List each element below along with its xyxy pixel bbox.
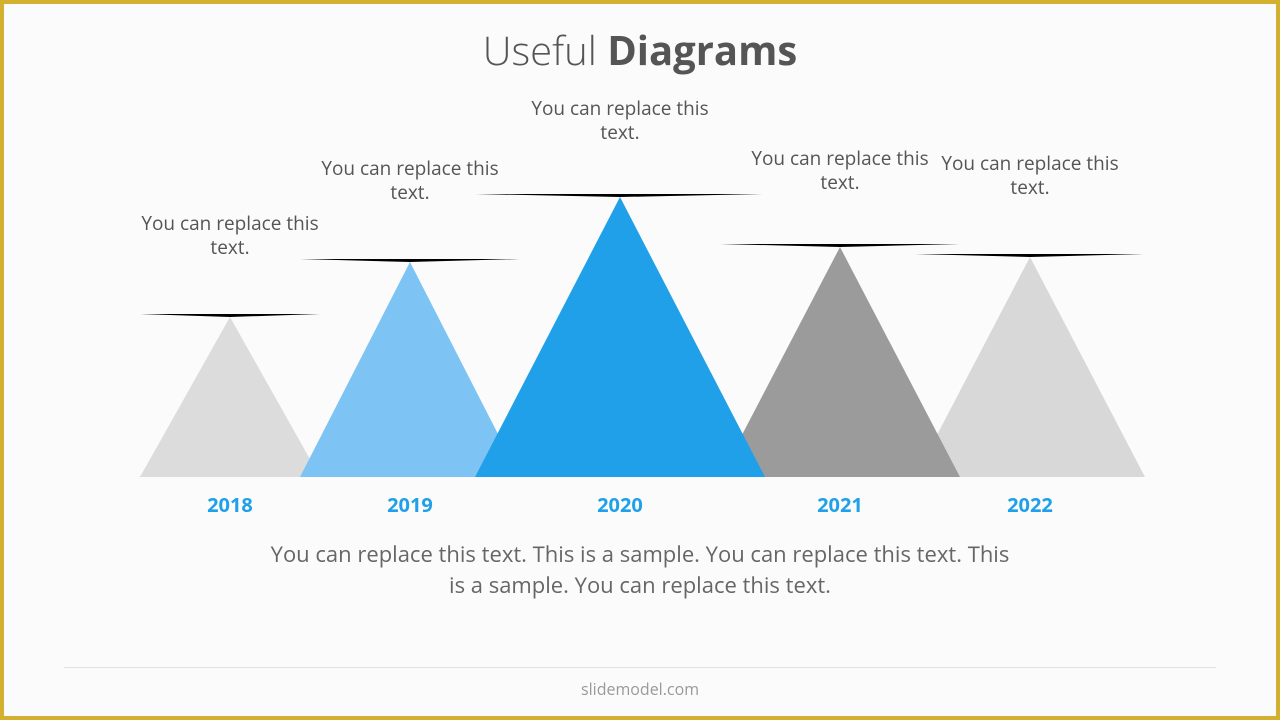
triangle-caption-2020: You can replace this text. xyxy=(530,97,710,145)
year-label-2018: 2018 xyxy=(190,491,270,518)
triangle-caption-2018: You can replace this text. xyxy=(140,212,320,260)
year-label-2020: 2020 xyxy=(580,491,660,518)
triangle-caption-2019: You can replace this text. xyxy=(320,157,500,205)
triangle-2020 xyxy=(475,194,765,477)
triangle-2018 xyxy=(140,314,320,477)
description-text: You can replace this text. This is a sam… xyxy=(260,539,1020,601)
slide-title: Useful Diagrams xyxy=(4,22,1276,77)
triangle-caption-2021: You can replace this text. xyxy=(750,147,930,195)
title-light: Useful xyxy=(483,22,607,77)
triangle-caption-2022: You can replace this text. xyxy=(940,152,1120,200)
footer-divider xyxy=(64,667,1216,668)
year-label-2022: 2022 xyxy=(990,491,1070,518)
year-label-2019: 2019 xyxy=(370,491,450,518)
triangle-shape xyxy=(140,314,320,477)
title-bold: Diagrams xyxy=(607,22,797,77)
footer-brand: slidemodel.com xyxy=(4,678,1276,700)
triangle-shape xyxy=(475,194,765,477)
year-label-2021: 2021 xyxy=(800,491,880,518)
year-axis: 2018 2019 2020 2021 2022 xyxy=(140,491,1140,521)
triangle-diagram: You can replace this text.You can replac… xyxy=(140,97,1140,477)
